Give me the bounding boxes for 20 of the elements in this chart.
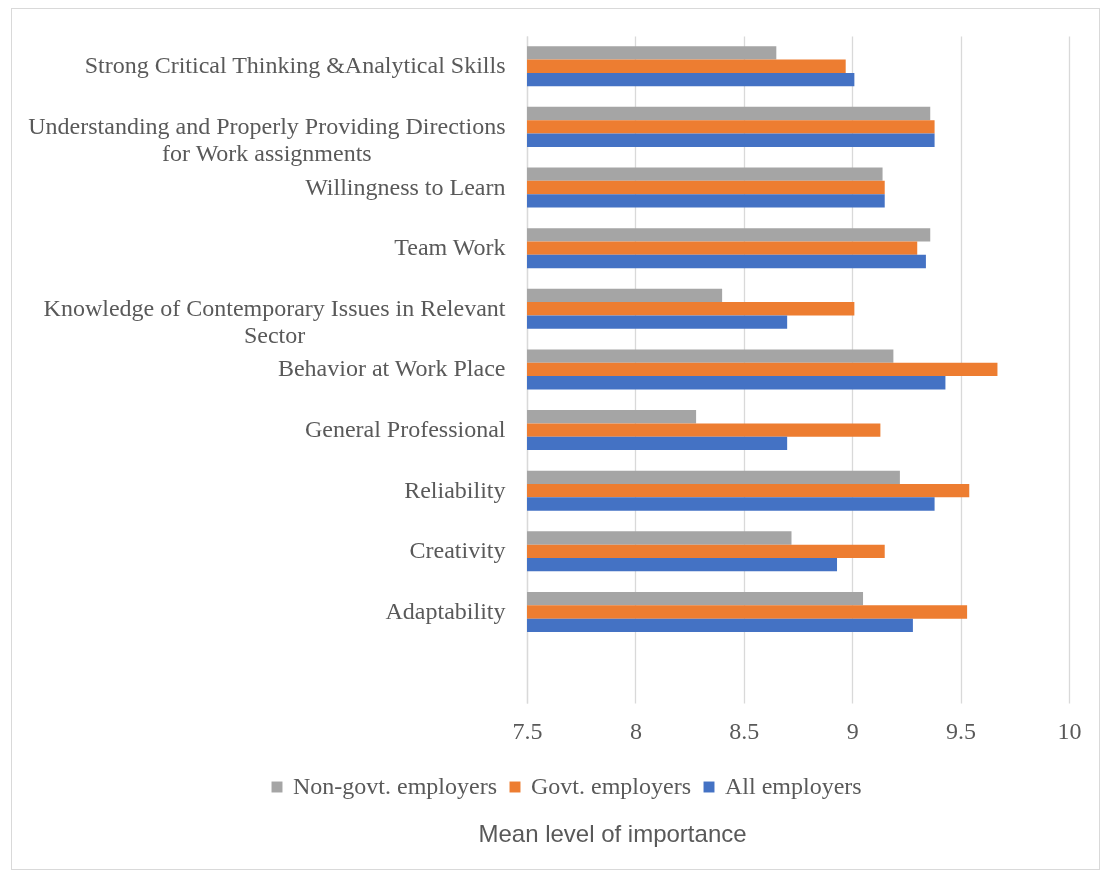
legend-label: Non-govt. employers — [293, 773, 497, 799]
y-tick-label: Team Work — [394, 234, 506, 261]
legend-label: Govt. employers — [531, 773, 691, 799]
x-axis-title: Mean level of importance — [478, 819, 747, 847]
y-tick-label: Knowledge of Contemporary Issues in Relevant Sector — [43, 294, 506, 348]
x-tick-label: 8 — [629, 717, 642, 744]
y-tick-label: Reliability — [404, 476, 506, 503]
x-tick-label: 10 — [1057, 717, 1082, 744]
y-tick-label: General Professional — [304, 416, 506, 443]
x-tick-label: 7.5 — [512, 717, 543, 744]
legend-label: All employers — [725, 773, 862, 799]
y-tick-label: Willingness to Learn — [305, 173, 506, 200]
y-tick-label: Behavior at Work Place — [277, 355, 506, 382]
x-tick-label: 8.5 — [729, 717, 760, 744]
y-tick-label: Strong Critical Thinking &Analytical Skills — [84, 52, 506, 79]
y-tick-label: Adaptability — [385, 597, 506, 624]
x-tick-label: 9.5 — [946, 717, 977, 744]
y-tick-label: Creativity — [409, 537, 506, 564]
y-tick-label: Understanding and Properly Providing Directions for Work assignments — [28, 112, 506, 166]
x-tick-label: 9 — [846, 717, 859, 744]
